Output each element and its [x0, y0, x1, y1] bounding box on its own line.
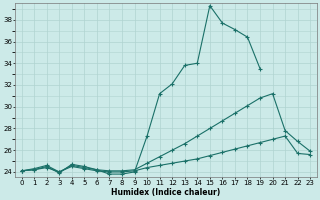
X-axis label: Humidex (Indice chaleur): Humidex (Indice chaleur) — [111, 188, 220, 197]
